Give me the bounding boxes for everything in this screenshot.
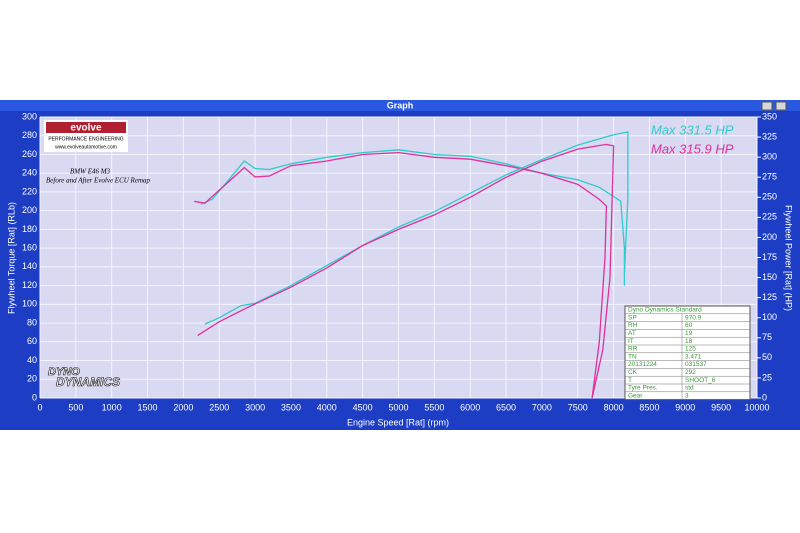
dyno-logo: DYNO: [48, 366, 80, 378]
table-key: Gear: [628, 392, 643, 399]
x-tick-label: 7000: [532, 402, 552, 412]
y-tick-label: 120: [22, 280, 37, 290]
dyno-logo: DYNAMICS: [56, 375, 120, 389]
y2-axis-label: Flywheel Power [Rat] (HP): [784, 205, 794, 311]
x-tick-label: 4000: [317, 402, 337, 412]
y-tick-label: 0: [32, 392, 37, 402]
y-tick-label: 180: [22, 224, 37, 234]
title-bar: [0, 100, 800, 111]
table-value: SHOOT_6: [685, 377, 716, 384]
y2-tick-label: 200: [762, 232, 777, 242]
x-tick-label: 2500: [209, 402, 229, 412]
y-tick-label: 80: [27, 317, 37, 327]
table-key: AT: [628, 330, 636, 337]
x-tick-label: 1500: [138, 402, 158, 412]
table-value: std: [685, 385, 694, 392]
table-value: 292: [685, 369, 696, 376]
close-button[interactable]: [775, 101, 787, 111]
y-tick-label: 140: [22, 261, 37, 271]
y2-tick-label: 125: [762, 292, 777, 302]
x-tick-label: 3000: [245, 402, 265, 412]
x-tick-label: 2000: [173, 402, 193, 412]
x-tick-label: 9000: [675, 402, 695, 412]
x-tick-label: 4500: [353, 402, 373, 412]
table-value: 19: [685, 330, 693, 337]
x-tick-label: 500: [68, 402, 83, 412]
table-key: T: [628, 377, 632, 384]
x-tick-label: 8500: [639, 402, 659, 412]
y2-tick-label: 250: [762, 192, 777, 202]
annotation: BMW E46 M3: [70, 168, 111, 176]
table-key: TN: [628, 353, 637, 360]
y-tick-label: 200: [22, 205, 37, 215]
table-value: 60: [685, 322, 693, 329]
table-value: 18: [685, 338, 693, 345]
y-tick-label: 280: [22, 130, 37, 140]
window-title: Graph: [387, 100, 414, 110]
x-tick-label: 8000: [604, 402, 624, 412]
evolve-logo-band: [46, 122, 126, 133]
y2-tick-label: 150: [762, 272, 777, 282]
x-tick-label: 6500: [496, 402, 516, 412]
x-tick-label: 3500: [281, 402, 301, 412]
logo-url: www.evolveautomotive.com: [55, 144, 117, 150]
x-tick-label: 9500: [711, 402, 731, 412]
table-key: RH: [628, 322, 638, 329]
y-tick-label: 260: [22, 149, 37, 159]
y-axis-label: Flywheel Torque [Rat] (RLb): [6, 202, 16, 314]
logo-text: evolve: [70, 123, 102, 134]
info-table-title: Dyno Dynamics Standard: [628, 307, 702, 314]
data-line: [194, 151, 608, 399]
restore-button[interactable]: [761, 101, 773, 111]
table-key: 20131224: [628, 361, 657, 368]
y-tick-label: 60: [27, 336, 37, 346]
y2-tick-label: 75: [762, 332, 772, 342]
y-tick-label: 300: [22, 111, 37, 121]
table-value: 031537: [685, 361, 707, 368]
y-tick-label: 100: [22, 299, 37, 309]
table-key: RR: [628, 346, 638, 353]
x-tick-label: 1000: [102, 402, 122, 412]
x-tick-label: 10000: [744, 402, 769, 412]
max-label: Max 331.5 HP: [651, 122, 734, 137]
annotation: Before and After Evolve ECU Remap: [46, 177, 150, 185]
table-key: CK: [628, 369, 638, 376]
y2-tick-label: 300: [762, 152, 777, 162]
table-key: IT: [628, 338, 634, 345]
x-tick-label: 6000: [460, 402, 480, 412]
max-label: Max 315.9 HP: [651, 141, 734, 156]
data-line: [197, 143, 615, 399]
y2-tick-label: 225: [762, 212, 777, 222]
table-key: SP: [628, 314, 637, 321]
x-tick-label: 0: [37, 402, 42, 412]
x-tick-label: 5000: [388, 402, 408, 412]
table-value: 970.9: [685, 314, 702, 321]
data-line: [204, 131, 629, 325]
table-value: 125: [685, 346, 696, 353]
y2-tick-label: 350: [762, 111, 777, 121]
y2-tick-label: 0: [762, 392, 767, 402]
x-tick-label: 7500: [568, 402, 588, 412]
y-tick-label: 160: [22, 243, 37, 253]
table-value: 3: [685, 392, 689, 399]
y2-tick-label: 50: [762, 352, 772, 362]
x-tick-label: 5500: [424, 402, 444, 412]
y-tick-label: 240: [22, 168, 37, 178]
y-tick-label: 20: [27, 374, 37, 384]
logo-tagline: PERFORMANCE ENGINEERING: [48, 136, 123, 142]
data-line: [201, 149, 626, 286]
x-axis-label: Engine Speed [Rat] (rpm): [347, 417, 449, 427]
y2-tick-label: 100: [762, 312, 777, 322]
y2-tick-label: 25: [762, 372, 772, 382]
table-key: Tyre Pres.: [628, 385, 658, 392]
table-value: 3.471: [685, 353, 702, 360]
y-tick-label: 220: [22, 186, 37, 196]
y2-tick-label: 325: [762, 131, 777, 141]
y-tick-label: 40: [27, 355, 37, 365]
y2-tick-label: 275: [762, 172, 777, 182]
y2-tick-label: 175: [762, 252, 777, 262]
